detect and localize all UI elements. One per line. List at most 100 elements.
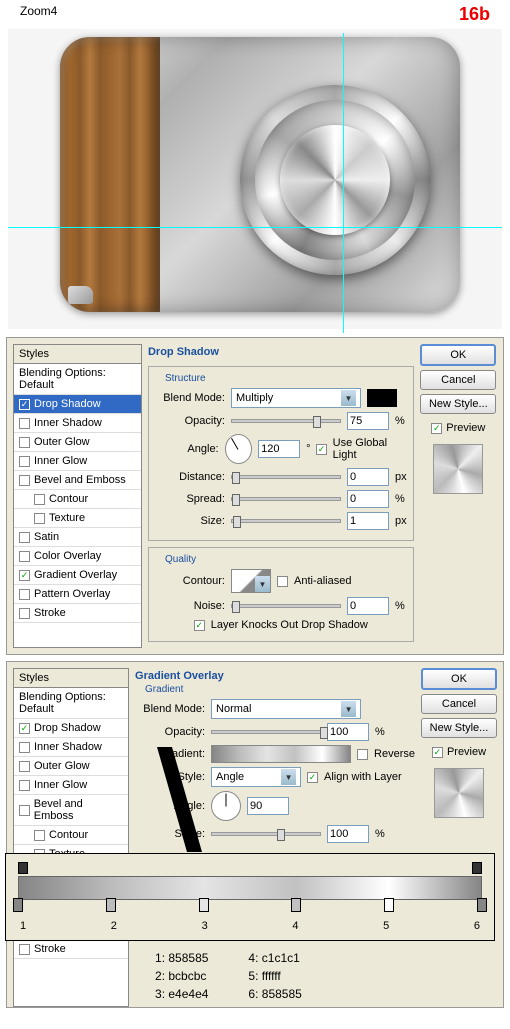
gradient-picker[interactable] bbox=[211, 745, 351, 763]
style-item-gradient-overlay[interactable]: ✓Gradient Overlay bbox=[14, 566, 141, 585]
style-item-contour[interactable]: Contour bbox=[14, 490, 141, 509]
style-item-texture[interactable]: Texture bbox=[14, 509, 141, 528]
style-checkbox[interactable] bbox=[19, 780, 30, 791]
style-item-contour[interactable]: Contour bbox=[14, 826, 128, 845]
style-checkbox[interactable] bbox=[19, 456, 30, 467]
color-stop-2[interactable] bbox=[106, 898, 116, 912]
color-stop-4[interactable] bbox=[291, 898, 301, 912]
style-checkbox[interactable] bbox=[19, 742, 30, 753]
style-checkbox[interactable] bbox=[19, 437, 30, 448]
spread-label: Spread: bbox=[155, 493, 225, 505]
ok-button[interactable]: OK bbox=[421, 668, 497, 690]
new-style-button[interactable]: New Style... bbox=[420, 394, 496, 414]
opacity-stop[interactable] bbox=[472, 862, 482, 874]
use-global-light-checkbox[interactable]: ✓ bbox=[316, 444, 326, 455]
angle-dial[interactable] bbox=[225, 434, 252, 464]
contour-label: Contour: bbox=[155, 575, 225, 587]
style-label: Inner Glow bbox=[34, 779, 87, 791]
spread-input[interactable] bbox=[347, 490, 389, 508]
knocks-out-checkbox[interactable]: ✓ bbox=[194, 620, 205, 631]
new-style-button[interactable]: New Style... bbox=[421, 718, 497, 738]
blending-options-item[interactable]: Blending Options: Default bbox=[14, 688, 128, 719]
style-item-stroke[interactable]: Stroke bbox=[14, 940, 128, 959]
blend-mode-select[interactable]: Normal▼ bbox=[211, 699, 361, 719]
style-checkbox[interactable] bbox=[19, 761, 30, 772]
color-stop-3[interactable] bbox=[199, 898, 209, 912]
style-label: Stroke bbox=[34, 943, 66, 955]
gradient-editor[interactable]: 123456 bbox=[5, 853, 495, 941]
scale-slider[interactable] bbox=[211, 832, 321, 836]
style-select[interactable]: Angle▼ bbox=[211, 767, 301, 787]
style-checkbox[interactable] bbox=[19, 589, 30, 600]
style-item-stroke[interactable]: Stroke bbox=[14, 604, 141, 623]
opacity-label: Opacity: bbox=[135, 726, 205, 738]
chevron-down-icon: ▼ bbox=[255, 576, 270, 592]
style-item-outer-glow[interactable]: Outer Glow bbox=[14, 433, 141, 452]
drop-shadow-settings: Drop Shadow Structure Blend Mode: Multip… bbox=[148, 344, 414, 648]
angle-input[interactable] bbox=[258, 440, 300, 458]
opacity-slider[interactable] bbox=[211, 730, 321, 734]
style-checkbox[interactable] bbox=[19, 475, 30, 486]
style-checkbox[interactable] bbox=[34, 494, 45, 505]
contour-picker[interactable]: ▼ bbox=[231, 569, 271, 593]
style-item-outer-glow[interactable]: Outer Glow bbox=[14, 757, 128, 776]
style-item-inner-glow[interactable]: Inner Glow bbox=[14, 452, 141, 471]
reverse-checkbox[interactable] bbox=[357, 749, 368, 760]
cancel-button[interactable]: Cancel bbox=[421, 694, 497, 714]
style-checkbox[interactable] bbox=[19, 944, 30, 955]
style-checkbox[interactable] bbox=[34, 513, 45, 524]
style-item-inner-glow[interactable]: Inner Glow bbox=[14, 776, 128, 795]
style-item-drop-shadow[interactable]: ✓Drop Shadow bbox=[14, 719, 128, 738]
style-checkbox[interactable]: ✓ bbox=[19, 399, 30, 410]
style-checkbox[interactable]: ✓ bbox=[19, 723, 30, 734]
anti-aliased-checkbox[interactable] bbox=[277, 576, 288, 587]
blending-options-item[interactable]: Blending Options: Default bbox=[14, 364, 141, 395]
color-stop-6[interactable] bbox=[477, 898, 487, 912]
angle-input[interactable] bbox=[247, 797, 289, 815]
style-checkbox[interactable] bbox=[19, 532, 30, 543]
stop-label: 4 bbox=[292, 920, 298, 932]
style-item-inner-shadow[interactable]: Inner Shadow bbox=[14, 738, 128, 757]
style-checkbox[interactable] bbox=[19, 418, 30, 429]
stop-label: 2 bbox=[111, 920, 117, 932]
shadow-color-swatch[interactable] bbox=[367, 389, 397, 407]
style-checkbox[interactable]: ✓ bbox=[19, 570, 30, 581]
lens-ring bbox=[255, 100, 415, 260]
noise-input[interactable] bbox=[347, 597, 389, 615]
style-item-satin[interactable]: Satin bbox=[14, 528, 141, 547]
use-global-light-label: Use Global Light bbox=[333, 437, 407, 461]
opacity-stop[interactable] bbox=[18, 862, 28, 874]
style-checkbox[interactable] bbox=[19, 551, 30, 562]
blend-mode-select[interactable]: Multiply▼ bbox=[231, 388, 361, 408]
spread-slider[interactable] bbox=[231, 497, 341, 501]
style-checkbox[interactable] bbox=[34, 830, 45, 841]
style-item-bevel-and-emboss[interactable]: Bevel and Emboss bbox=[14, 471, 141, 490]
style-item-pattern-overlay[interactable]: Pattern Overlay bbox=[14, 585, 141, 604]
distance-input[interactable] bbox=[347, 468, 389, 486]
preview-checkbox[interactable]: ✓ bbox=[432, 747, 443, 758]
styles-panel: Styles Blending Options: Default ✓Drop S… bbox=[13, 344, 142, 648]
size-input[interactable] bbox=[347, 512, 389, 530]
gradient-bar[interactable] bbox=[18, 876, 482, 900]
style-checkbox[interactable] bbox=[19, 608, 30, 619]
style-checkbox[interactable] bbox=[19, 805, 30, 816]
opacity-slider[interactable] bbox=[231, 419, 341, 423]
preview-checkbox[interactable]: ✓ bbox=[431, 423, 442, 434]
align-layer-checkbox[interactable]: ✓ bbox=[307, 772, 318, 783]
cancel-button[interactable]: Cancel bbox=[420, 370, 496, 390]
opacity-input[interactable] bbox=[327, 723, 369, 741]
style-label: Inner Shadow bbox=[34, 741, 102, 753]
style-item-inner-shadow[interactable]: Inner Shadow bbox=[14, 414, 141, 433]
style-item-bevel-and-emboss[interactable]: Bevel and Emboss bbox=[14, 795, 128, 826]
opacity-input[interactable] bbox=[347, 412, 389, 430]
color-stop-1[interactable] bbox=[13, 898, 23, 912]
ok-button[interactable]: OK bbox=[420, 344, 496, 366]
color-stop-5[interactable] bbox=[384, 898, 394, 912]
scale-input[interactable] bbox=[327, 825, 369, 843]
guide-horizontal bbox=[8, 227, 502, 228]
style-item-color-overlay[interactable]: Color Overlay bbox=[14, 547, 141, 566]
size-slider[interactable] bbox=[231, 519, 341, 523]
style-item-drop-shadow[interactable]: ✓Drop Shadow bbox=[14, 395, 141, 414]
noise-slider[interactable] bbox=[231, 604, 341, 608]
distance-slider[interactable] bbox=[231, 475, 341, 479]
